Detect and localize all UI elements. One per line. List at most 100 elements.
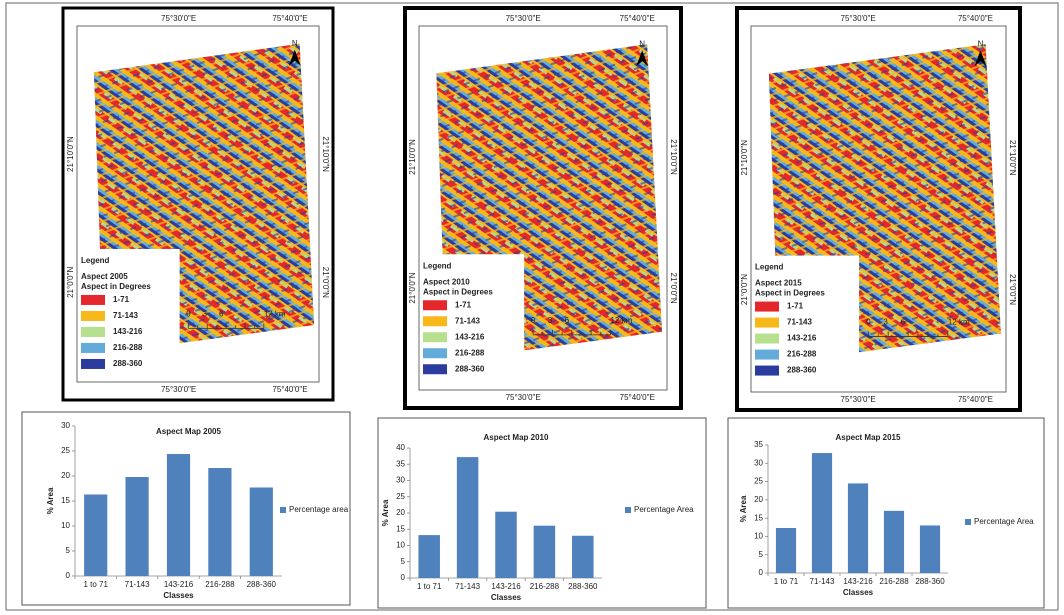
legend-swatch xyxy=(755,302,779,312)
y-tick-label: 0 xyxy=(759,568,764,577)
legend-swatch xyxy=(423,332,447,342)
scale-label: 0 xyxy=(531,316,536,325)
y-tick-label: 5 xyxy=(401,557,406,566)
y-tick-label: 30 xyxy=(754,458,763,467)
x-tick-label: 71-143 xyxy=(455,582,480,591)
bar xyxy=(776,528,796,573)
legend-class: 1-71 xyxy=(455,300,472,309)
legend-class: 288-360 xyxy=(113,359,143,368)
legend-swatch xyxy=(81,311,105,321)
legend-title: Legend xyxy=(423,261,452,270)
bar xyxy=(208,468,231,576)
bar xyxy=(457,457,479,578)
x-axis-title: Classes xyxy=(491,593,522,602)
lon-label: 75°30'0"E xyxy=(161,385,196,394)
y-tick-label: 25 xyxy=(754,477,763,486)
north-label: N xyxy=(978,39,984,48)
legend-label: Percentage area xyxy=(289,505,349,514)
legend-title: Legend xyxy=(81,256,110,265)
y-tick-label: 15 xyxy=(396,524,405,533)
scale-label: 3 xyxy=(203,309,208,318)
legend-title: Legend xyxy=(755,263,784,272)
legend-class: 288-360 xyxy=(455,364,485,373)
y-tick-label: 20 xyxy=(61,471,70,480)
legend-swatch xyxy=(423,348,447,358)
bar xyxy=(495,512,517,578)
north-label: N xyxy=(292,39,298,48)
x-axis-title: Classes xyxy=(843,588,874,597)
lat-label: 21°10'0"N xyxy=(66,136,75,172)
legend-class: 143-216 xyxy=(787,334,817,343)
scale-label: 3 xyxy=(883,318,888,327)
y-tick-label: 25 xyxy=(61,446,70,455)
scale-label: 12 km xyxy=(948,318,970,327)
chart-panel: Aspect Map 201005101520253035401 to 7171… xyxy=(378,418,706,608)
bar xyxy=(572,536,594,578)
legend-class: 216-288 xyxy=(113,343,143,352)
lon-label: 75°40'0"E xyxy=(272,14,307,23)
x-tick-label: 288-360 xyxy=(568,582,598,591)
lat-label: 21°0'0"N xyxy=(669,273,678,304)
y-tick-label: 15 xyxy=(754,513,763,522)
y-tick-label: 10 xyxy=(61,521,70,530)
legend-class: 71-143 xyxy=(113,311,138,320)
y-tick-label: 5 xyxy=(66,546,71,555)
legend-swatch xyxy=(755,366,779,376)
legend-swatch xyxy=(625,507,631,513)
legend-class: 288-360 xyxy=(787,366,817,375)
x-tick-label: 1 to 71 xyxy=(774,577,799,586)
y-tick-label: 0 xyxy=(401,573,406,582)
lon-label: 75°40'0"E xyxy=(958,395,993,404)
x-tick-label: 143-216 xyxy=(164,580,194,589)
x-tick-label: 216-288 xyxy=(205,580,235,589)
legend-swatch xyxy=(755,334,779,344)
legend-field: Aspect in Degrees xyxy=(81,282,151,291)
lat-label: 21°0'0"N xyxy=(66,267,75,298)
x-tick-label: 288-360 xyxy=(247,580,277,589)
lon-label: 75°30'0"E xyxy=(506,14,541,23)
legend-swatch xyxy=(81,343,105,353)
legend-layer: Aspect 2005 xyxy=(81,272,128,281)
x-tick-label: 1 to 71 xyxy=(83,580,108,589)
legend-field: Aspect in Degrees xyxy=(755,289,825,298)
legend-class: 1-71 xyxy=(787,302,804,311)
scale-label: 12 km xyxy=(610,316,632,325)
y-tick-label: 10 xyxy=(754,532,763,541)
lon-label: 75°40'0"E xyxy=(620,14,655,23)
scale-label: 6 xyxy=(219,309,224,318)
lon-label: 75°40'0"E xyxy=(958,14,993,23)
y-tick-label: 10 xyxy=(396,541,405,550)
bar xyxy=(884,511,904,573)
lat-label: 21°0'0"N xyxy=(740,274,749,305)
bar xyxy=(848,483,868,573)
y-tick-label: 30 xyxy=(396,476,405,485)
y-tick-label: 35 xyxy=(754,440,763,449)
bar xyxy=(418,535,440,578)
y-axis-title: % Area xyxy=(739,495,748,522)
legend-class: 1-71 xyxy=(113,295,130,304)
bar xyxy=(534,526,556,578)
y-tick-label: 5 xyxy=(759,550,764,559)
y-tick-label: 25 xyxy=(396,492,405,501)
bar xyxy=(250,488,273,577)
y-tick-label: 35 xyxy=(396,459,405,468)
y-tick-label: 20 xyxy=(396,508,405,517)
scale-label: 0 xyxy=(186,309,191,318)
lat-label: 21°10'0"N xyxy=(321,136,330,172)
y-axis-title: % Area xyxy=(381,499,390,526)
lon-label: 75°30'0"E xyxy=(841,395,876,404)
bar xyxy=(812,453,832,573)
x-tick-label: 143-216 xyxy=(491,582,521,591)
legend-class: 216-288 xyxy=(455,348,485,357)
legend-class: 71-143 xyxy=(787,318,812,327)
legend-class: 71-143 xyxy=(455,316,480,325)
legend-swatch xyxy=(280,507,286,513)
lon-label: 75°30'0"E xyxy=(161,14,196,23)
legend-class: 216-288 xyxy=(787,350,817,359)
legend-swatch xyxy=(81,295,105,305)
chart-title: Aspect Map 2010 xyxy=(484,433,549,442)
